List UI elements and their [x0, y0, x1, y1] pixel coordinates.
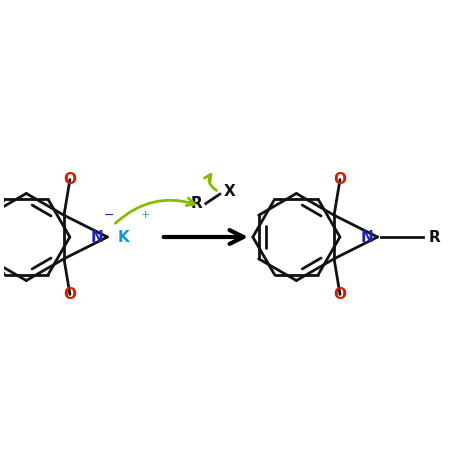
Text: R: R — [191, 196, 202, 211]
Text: O: O — [64, 172, 76, 187]
Text: +: + — [141, 210, 150, 220]
Text: O: O — [64, 287, 76, 302]
Text: O: O — [334, 172, 346, 187]
Text: O: O — [334, 287, 346, 302]
Text: −: − — [103, 209, 114, 222]
Text: N: N — [91, 229, 103, 245]
Text: N: N — [361, 229, 374, 245]
Text: R: R — [429, 229, 441, 245]
Text: K: K — [118, 229, 129, 245]
Text: X: X — [224, 184, 235, 200]
